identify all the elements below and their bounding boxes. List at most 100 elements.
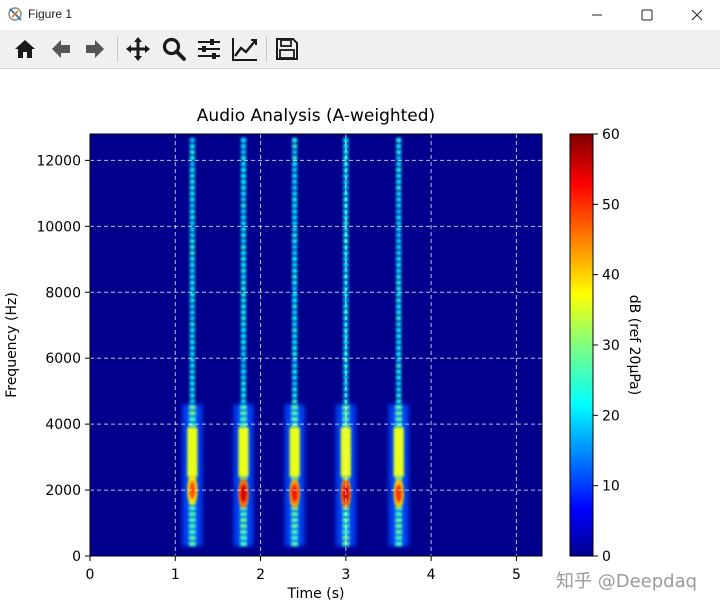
event-streak-segment <box>189 244 195 250</box>
pan-button[interactable] <box>124 34 152 64</box>
event-streak-segment <box>189 256 195 262</box>
spectral-event <box>182 137 203 547</box>
maximize-button[interactable] <box>624 0 670 30</box>
event-streak-segment <box>188 422 196 428</box>
window-titlebar: Figure 1 <box>0 0 720 30</box>
event-streak-segment <box>292 155 298 161</box>
window-title: Figure 1 <box>28 7 73 21</box>
event-streak-segment <box>292 238 298 244</box>
event-streak-segment <box>189 179 195 185</box>
event-streak-segment <box>189 339 195 345</box>
event-streak-segment <box>292 310 298 315</box>
event-streak-segment <box>292 209 298 214</box>
event-streak-segment <box>240 523 248 529</box>
event-streak-segment <box>189 310 195 315</box>
event-streak-segment <box>292 167 298 173</box>
subplots-button[interactable] <box>195 34 223 64</box>
pan-move-icon <box>126 37 150 61</box>
event-streak-segment <box>189 226 195 232</box>
event-streak-segment <box>396 387 402 392</box>
event-streak-segment <box>292 191 298 196</box>
event-streak-segment <box>241 209 247 214</box>
event-streak-segment <box>189 238 195 244</box>
event-streak-segment <box>342 410 350 416</box>
event-streak-segment <box>396 351 402 357</box>
colorbar-tick-label: 0 <box>602 549 611 565</box>
event-streak-segment <box>292 399 298 404</box>
event-streak-segment <box>292 149 298 155</box>
toolbar-separator <box>117 36 118 62</box>
event-streak-segment <box>189 345 195 351</box>
event-streak-segment <box>241 315 247 321</box>
event-streak-segment <box>343 143 349 149</box>
event-streak-segment <box>292 339 298 345</box>
event-streak-segment <box>343 215 349 220</box>
event-streak-segment <box>292 161 298 167</box>
event-streak-segment <box>396 161 402 167</box>
event-streak-segment <box>292 357 298 363</box>
event-streak-segment <box>188 511 196 517</box>
minimize-button[interactable] <box>574 0 620 30</box>
event-streak-segment <box>189 399 195 404</box>
event-streak-segment <box>241 304 247 309</box>
event-streak-segment <box>396 226 402 232</box>
event-streak-segment <box>395 517 403 523</box>
save-button[interactable] <box>273 34 301 64</box>
event-streak-segment <box>241 262 247 268</box>
event-streak-segment <box>240 535 248 541</box>
spectral-event <box>284 137 305 547</box>
event-streak-segment <box>395 523 403 529</box>
home-button[interactable] <box>11 34 39 64</box>
event-streak-segment <box>241 173 247 179</box>
x-tick-label: 1 <box>171 567 180 583</box>
event-streak-segment <box>241 387 247 392</box>
event-streak-segment <box>396 286 402 291</box>
event-streak-segment <box>189 375 195 380</box>
event-streak-segment <box>343 381 349 386</box>
event-streak-segment <box>241 274 247 280</box>
event-streak-segment <box>342 529 350 535</box>
colorbar <box>569 133 594 557</box>
event-streak-segment <box>292 203 298 208</box>
event-streak-segment <box>241 327 247 333</box>
colorbar-tick-label: 20 <box>602 408 620 424</box>
event-streak-segment <box>395 416 403 422</box>
event-streak-segment <box>241 149 247 155</box>
event-streak-segment <box>292 304 298 309</box>
event-streak-segment <box>291 529 299 535</box>
event-streak-segment <box>241 268 247 274</box>
event-streak-segment <box>189 167 195 173</box>
event-streak-segment <box>240 422 248 428</box>
event-streak-segment <box>188 505 196 511</box>
event-streak-segment <box>189 315 195 321</box>
event-streak-segment <box>292 173 298 179</box>
edit-curve-icon <box>232 38 257 61</box>
event-streak-segment <box>189 327 195 333</box>
zoom-button[interactable] <box>160 34 188 64</box>
event-streak-segment <box>189 333 195 339</box>
close-button[interactable] <box>674 0 720 30</box>
event-streak-segment <box>343 185 349 191</box>
event-streak-segment <box>396 191 402 196</box>
event-peak <box>240 484 247 503</box>
back-button[interactable] <box>47 34 75 64</box>
event-streak-segment <box>189 155 195 161</box>
event-streak-segment <box>188 541 196 547</box>
event-streak-segment <box>292 185 298 191</box>
event-streak-segment <box>189 369 195 375</box>
event-streak-segment <box>241 363 247 369</box>
event-streak-segment <box>292 143 298 149</box>
event-streak-segment <box>241 321 247 327</box>
event-streak-segment <box>396 298 402 303</box>
plot-frame <box>89 133 543 557</box>
event-streak-segment <box>188 529 196 535</box>
event-streak-segment <box>396 345 402 351</box>
customize-button[interactable] <box>231 34 259 64</box>
forward-button[interactable] <box>81 34 109 64</box>
event-streak-segment <box>292 221 298 226</box>
event-streak-segment <box>188 523 196 529</box>
event-streak-segment <box>343 375 349 380</box>
event-streak-segment <box>241 203 247 208</box>
event-streak-segment <box>396 238 402 244</box>
event-streak-segment <box>343 298 349 303</box>
